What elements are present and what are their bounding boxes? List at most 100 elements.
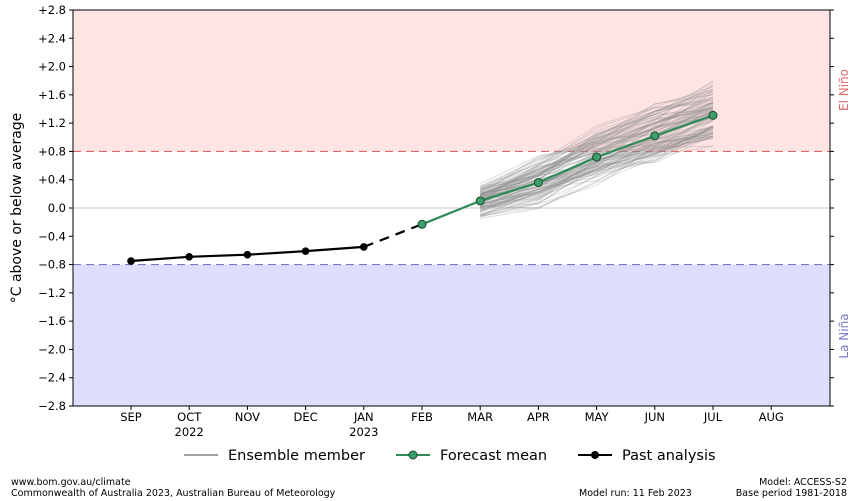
ensemble-member-line [479,145,714,216]
ensemble-member-line [480,135,714,205]
y-tick-label: 0.0 [48,201,66,215]
y-tick-label: +1.6 [38,88,66,102]
ensemble-member-line [480,132,714,211]
el-nino-region [73,10,830,152]
ensemble-member-line [480,96,714,190]
ensemble-member-line [480,115,714,191]
ensemble-member-line [480,90,714,187]
ensemble-member-line [479,102,714,198]
ensemble-member-line [480,101,714,193]
y-tick-label: +0.4 [38,173,66,187]
footer-model: Model: ACCESS-S2 [759,477,847,488]
ensemble-member-line [480,88,714,197]
ensemble-member-line [480,111,714,190]
legend-forecast-marker [408,450,418,460]
footer-model-run: Model run: 11 Feb 2023 [579,488,692,499]
ensemble-member-line [479,133,714,213]
y-axis-title: °C above or below average [9,113,25,304]
transition-dashed-line [363,223,423,248]
x-tick-year-label: 2023 [349,425,378,439]
y-tick-label: −1.6 [38,314,66,328]
ensemble-member-line [480,84,714,195]
ensemble-member-line [479,88,714,185]
ensemble-member-line [480,99,714,192]
la-nina-label: La Niña [837,313,851,358]
x-tick-label: FEB [411,410,433,424]
x-tick-label: JAN [353,410,374,424]
forecast-mean-point [533,178,543,188]
ensemble-member-line [480,104,714,201]
series-lines [127,110,718,265]
ensemble-member-line [480,125,714,211]
y-tick-label: −1.2 [38,286,66,300]
ensemble-member-line [479,102,714,197]
x-tick-year-label: 2022 [175,425,204,439]
ensemble-member-line [480,116,714,199]
x-tick-label: JUL [703,410,723,424]
footer-url: www.bom.gov.au/climate [11,477,131,488]
y-tick-label: +0.8 [38,144,66,158]
ensemble-member-line [480,108,714,196]
ensemble-member-line [480,96,714,196]
ensemble-member-line [480,99,714,188]
ensemble-member-line [479,97,714,199]
forecast-mean-point [592,152,602,162]
ensemble-member-line [479,137,714,217]
x-tick-label: NOV [235,410,260,424]
footer-model-info: Model: ACCESS-S2 Base period 1981-2018 [736,477,847,499]
ensemble-member-line [480,133,714,206]
ensemble-member-line [479,92,714,198]
la-nina-region [73,264,830,406]
ensemble-member-line [479,106,714,200]
ensemble-member-line [479,90,714,193]
x-tick-label: OCT [177,410,202,424]
ensemble-member-line [480,116,714,200]
legend-past-label: Past analysis [622,448,716,464]
ensemble-member-line [479,86,714,192]
ensemble-member-line [480,119,714,208]
ensemble-member-line [480,109,714,203]
ensemble-member-line [479,89,714,197]
x-tick-label: APR [527,410,550,424]
ensemble-member-line [480,103,714,192]
footer-base-period: Base period 1981-2018 [735,488,847,499]
ensemble-member-line [480,135,714,210]
ensemble-member-line [480,102,714,195]
past-analysis-point [185,252,193,261]
ensemble-member-line [479,119,714,210]
ensemble-member-line [480,100,714,190]
ensemble-member-line [480,138,714,207]
ensemble-member-line [479,81,714,190]
y-tick-label: +2.4 [38,31,66,45]
ensemble-member-line [479,107,714,202]
ensemble-member-line [480,131,714,217]
threshold-bands [73,10,830,406]
forecast-mean-point [475,196,485,206]
footer-copyright: Commonwealth of Australia 2023, Australi… [11,488,336,499]
ensemble-member-line [479,80,714,196]
ensemble-member-line [479,94,714,187]
forecast-mean-line [421,114,714,226]
ensemble-member-line [480,112,714,199]
ensemble-member-line [480,98,714,198]
x-tick-label: MAY [585,410,610,424]
x-tick-label: DEC [294,410,318,424]
footer-source: www.bom.gov.au/climate Commonwealth of A… [11,477,335,499]
ensemble-member-line [479,132,714,213]
past-analysis-point [360,243,368,251]
ensemble-member-line [479,112,714,209]
ensemble-member-line [480,136,714,208]
ensemble-member-line [480,93,714,196]
legend-forecast-label: Forecast mean [440,448,547,464]
forecast-mean-point [650,131,660,141]
ensemble-member-line [480,126,714,218]
y-tick-label: +2.8 [38,3,66,17]
ensemble-member-line [480,126,714,213]
y-tick-label: −0.4 [38,229,66,243]
legend-ensemble-label: Ensemble member [228,448,365,464]
ensemble-members [479,80,714,219]
ensemble-member-line [480,128,714,204]
y-tick-label: −0.8 [38,258,66,272]
ensemble-member-line [480,106,714,195]
